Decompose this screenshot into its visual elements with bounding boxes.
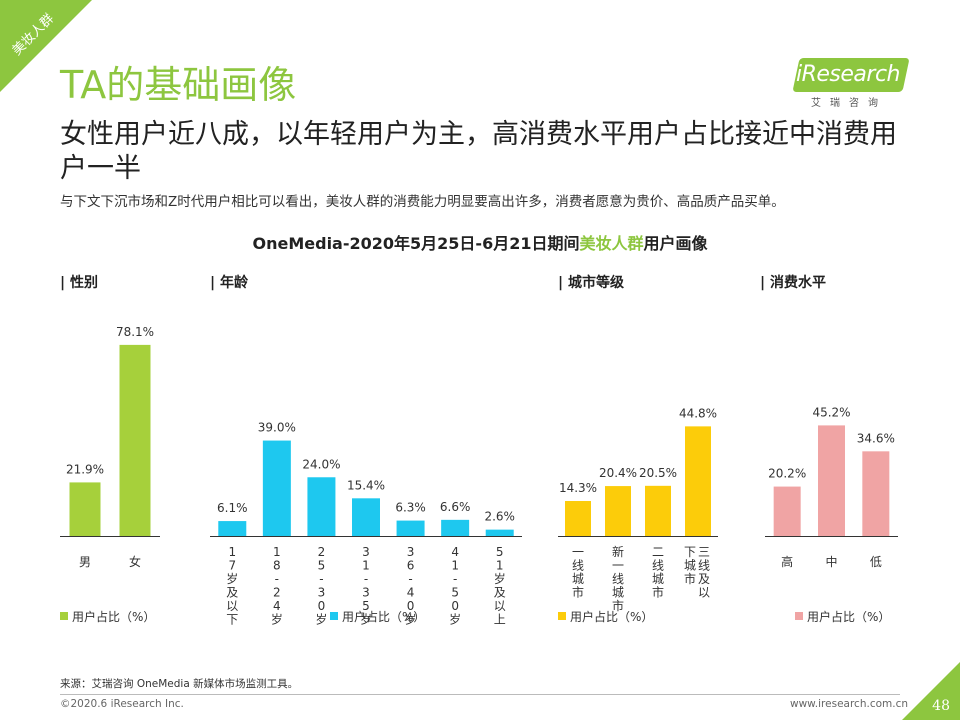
corner-ribbon (0, 0, 92, 92)
logo-text: iResearch (796, 62, 901, 87)
category-label-age-6: 5 1 岁及以上 (494, 545, 506, 627)
category-label-gender-0: 男 (79, 555, 91, 569)
bar-age-6 (485, 529, 514, 536)
category-label-age-5: 4 1 -5 0 岁 (449, 545, 461, 627)
category-label-city-2: 二线城市 (652, 545, 664, 600)
page-description: 与下文下沉市场和Z时代用户相比可以看出，美妆人群的消费能力明显要高出许多，消费者… (60, 194, 785, 210)
chart-title-highlight: 美妆人群 (579, 234, 644, 253)
chart-title-suffix: 用户画像 (643, 234, 708, 253)
legend-swatch-city (558, 612, 566, 620)
data-label-city-2: 20.5% (639, 466, 677, 480)
bar-age-4 (396, 520, 425, 536)
bar-age-5 (441, 519, 470, 536)
footer-divider (60, 694, 900, 695)
page-number-badge (902, 662, 960, 720)
category-label-gender-1: 女 (129, 554, 141, 569)
category-label-age-1: 1 8 -2 4 岁 (271, 545, 283, 627)
section-age-title: | 年龄 (210, 275, 248, 291)
bar-consumption-0 (773, 486, 801, 536)
chart-title: OneMedia-2020年5月25日-6月21日期间美妆人群用户画像 (0, 230, 960, 254)
category-label-city-3: 三线及以下城市 (684, 545, 710, 600)
category-label-consumption-0: 高 (781, 554, 793, 569)
legend-label-city: 用户占比（%） (570, 609, 653, 624)
bar-gender-1 (119, 344, 151, 536)
legend-label-consumption: 用户占比（%） (807, 609, 890, 624)
category-label-age-0: 1 7 岁及以下 (226, 545, 238, 627)
legend-swatch-gender (60, 612, 68, 620)
bar-age-1 (262, 440, 291, 536)
bar-city-3 (685, 426, 711, 536)
bar-age-2 (307, 477, 336, 536)
data-label-gender-1: 78.1% (116, 325, 154, 339)
section-gender-title: | 性别 (60, 275, 98, 291)
category-label-age-2: 2 5 -3 0 岁 (315, 545, 327, 627)
data-label-city-0: 14.3% (559, 481, 597, 495)
data-label-consumption-1: 45.2% (812, 405, 850, 419)
data-label-age-5: 6.6% (440, 500, 471, 514)
data-label-age-0: 6.1% (217, 501, 248, 515)
page-number: 48 (932, 698, 950, 714)
chart-age: 6.1% 1 7 岁及以下 39.0% 1 8 -2 4 岁 24.0% 2 5 -3 0 岁 15.4% 3 1-… (210, 421, 522, 627)
chart-city: 14.3% 一线城市 20.4% 新一线城市 20.5% 二线城市 44.8% 三线及以下城市… (558, 406, 718, 624)
bar-city-0 (565, 501, 591, 536)
category-label-age-4: 3 6 -4 0 岁 (405, 545, 417, 627)
page-subtitle: 女性用户近八成，以年轻用户为主，高消费水平用户占比接近中消费用户一半 (60, 119, 897, 184)
data-label-age-3: 15.4% (347, 478, 385, 492)
data-label-consumption-2: 34.6% (857, 431, 895, 445)
logo-subtext: 艾瑞咨询 (811, 98, 887, 109)
bar-consumption-1 (818, 425, 845, 536)
website-link[interactable]: www.iresearch.com.cn (790, 698, 909, 710)
data-label-gender-0: 21.9% (66, 462, 104, 476)
data-label-age-4: 6.3% (395, 501, 426, 515)
legend-label-gender: 用户占比（%） (72, 609, 155, 624)
data-label-city-1: 20.4% (599, 466, 637, 480)
category-label-consumption-1: 中 (825, 554, 837, 569)
bar-city-1 (605, 486, 631, 536)
bar-consumption-2 (862, 451, 890, 536)
section-consumption-title: | 消费水平 (760, 275, 826, 291)
data-label-age-1: 39.0% (258, 421, 296, 435)
bar-city-2 (645, 485, 671, 536)
bar-age-3 (352, 498, 380, 536)
legend-label-age: 用户占比（%） (342, 609, 425, 624)
data-label-city-3: 44.8% (679, 406, 717, 420)
category-label-city-0: 一线城市 (572, 545, 584, 600)
section-city-title: | 城市等级 (558, 275, 624, 291)
data-label-age-6: 2.6% (484, 510, 515, 524)
data-label-consumption-0: 20.2% (768, 467, 806, 481)
category-label-city-1: 新一线城市 (612, 544, 624, 613)
source-note: 来源：艾瑞咨询 OneMedia 新媒体市场监测工具。 (60, 678, 299, 690)
bar-age-0 (218, 521, 247, 536)
legend-swatch-consumption (795, 612, 803, 620)
iresearch-logo: iResearch 艾瑞咨询 (790, 58, 910, 109)
category-label-consumption-2: 低 (870, 555, 882, 569)
data-label-age-2: 24.0% (302, 457, 340, 471)
chart-title-prefix: OneMedia-2020年5月25日-6月21日期间 (252, 234, 580, 253)
page-title: TA的基础画像 (60, 63, 297, 107)
legend-swatch-age (330, 612, 338, 620)
copyright: ©2020.6 iResearch Inc. (60, 698, 184, 710)
bar-gender-0 (69, 482, 101, 536)
category-label-age-3: 3 1 -3 5 岁 (360, 545, 372, 627)
